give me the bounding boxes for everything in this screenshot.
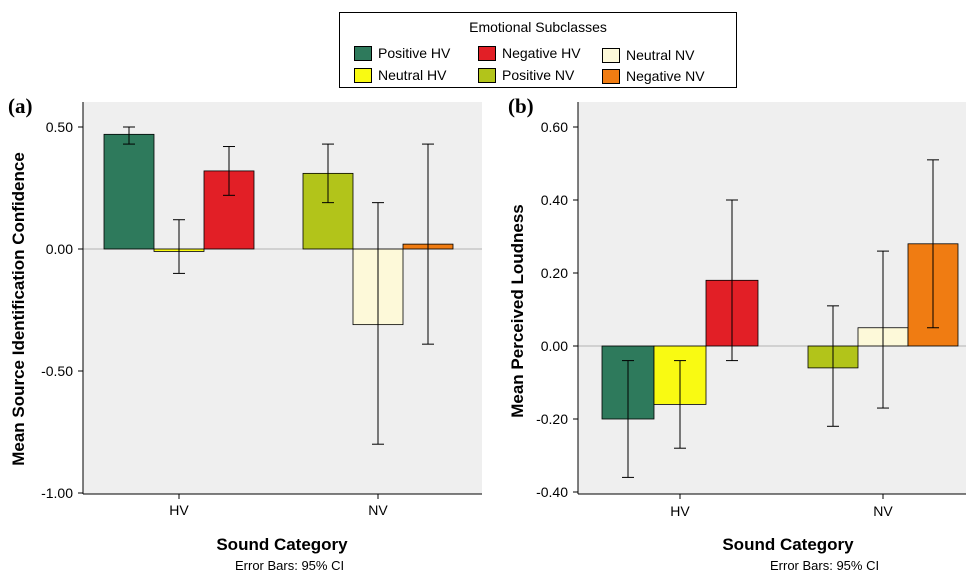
y-tick-label: 0.00 <box>46 241 73 257</box>
legend-item-positive-hv: Positive HV <box>354 45 450 61</box>
x-axis-title: Sound Category <box>216 535 348 554</box>
legend-title: Emotional Subclasses <box>469 19 607 35</box>
legend-label: Negative HV <box>502 45 581 61</box>
chart-panel-b: 0.60 0.40 0.20 0.00 -0.20 -0.40 HV NV Mean Perce… <box>508 102 966 554</box>
y-tick-label: -0.20 <box>536 411 568 427</box>
legend-label: Positive NV <box>502 67 575 83</box>
y-tick-label: 0.00 <box>541 338 568 354</box>
y-tick-label: 0.50 <box>46 119 73 135</box>
panel-label-a: (a) <box>8 94 33 118</box>
plot-area <box>578 102 966 494</box>
y-tick-label: -0.40 <box>536 484 568 500</box>
x-tick-label: HV <box>670 503 690 519</box>
bar <box>302 172 354 250</box>
legend-swatch <box>602 68 620 84</box>
legend-swatch <box>354 45 372 61</box>
legend-swatch <box>478 67 496 83</box>
legend-item-neutral-hv: Neutral HV <box>354 67 446 83</box>
x-tick-label: HV <box>169 502 189 518</box>
x-axis-title: Sound Category <box>722 535 854 554</box>
y-tick-label: -0.50 <box>41 363 73 379</box>
error-bar-note-b: Error Bars: 95% CI <box>770 558 880 573</box>
y-axis-title: Mean Source Identification Confidence <box>9 152 28 466</box>
legend-swatch <box>602 47 620 63</box>
error-bar-note-a: Error Bars: 95% CI <box>235 558 345 573</box>
bar <box>103 133 155 250</box>
panel-label-b: (b) <box>508 94 534 118</box>
y-tick-label: 0.40 <box>541 192 568 208</box>
legend-label: Neutral NV <box>626 47 695 63</box>
y-tick-label: 0.60 <box>541 119 568 135</box>
y-tick-label: 0.20 <box>541 265 568 281</box>
x-tick-label: NV <box>873 503 893 519</box>
chart-panel-a: 0.50 0.00 -0.50 -1.00 HV NV Mean Source Identi… <box>9 102 482 554</box>
legend-item-negative-nv: Negative NV <box>602 68 705 84</box>
x-tick-label: NV <box>368 502 388 518</box>
legend-label: Negative NV <box>626 68 705 84</box>
legend-item-neutral-nv: Neutral NV <box>602 47 694 63</box>
y-tick-label: -1.00 <box>41 485 73 501</box>
legend-item-negative-hv: Negative HV <box>478 45 581 61</box>
y-axis-title: Mean Perceived Loudness <box>508 204 527 418</box>
legend-swatch <box>478 45 496 61</box>
legend-label: Positive HV <box>378 45 451 61</box>
legend-swatch <box>354 67 372 83</box>
legend-label: Neutral HV <box>378 67 447 83</box>
legend: Emotional Subclasses Positive HV Negativ… <box>339 12 737 88</box>
legend-item-positive-nv: Positive NV <box>478 67 574 83</box>
